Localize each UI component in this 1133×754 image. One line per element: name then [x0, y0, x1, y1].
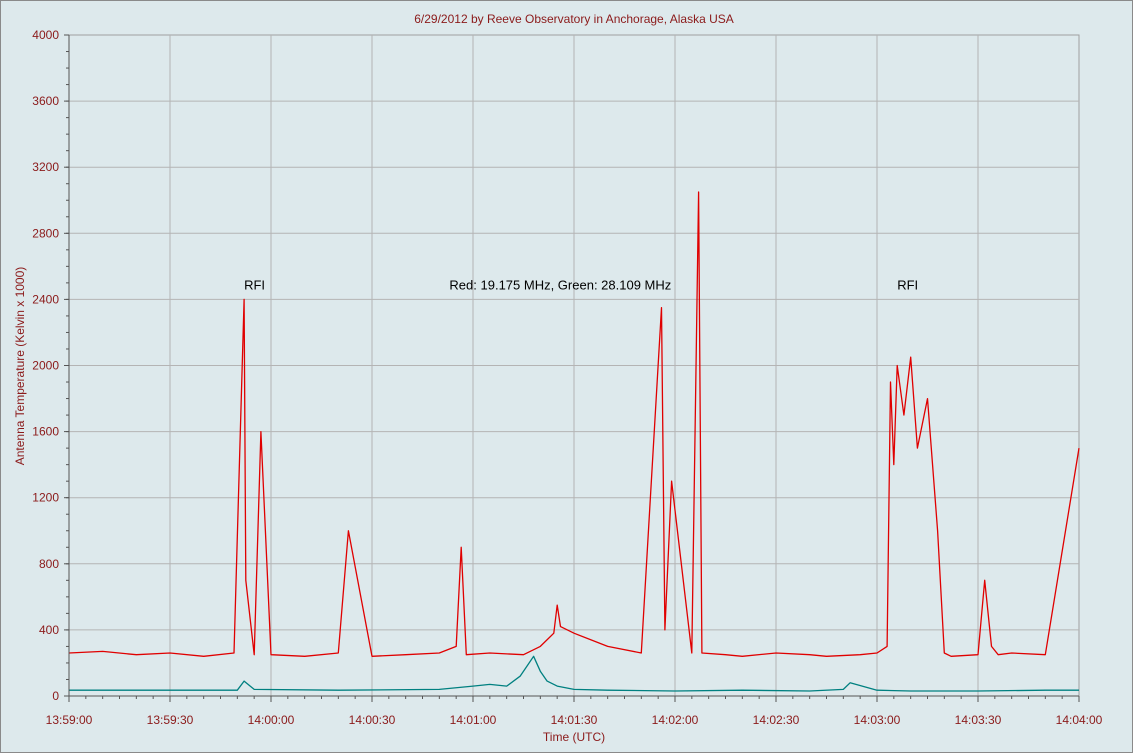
x-tick-label: 14:01:00: [450, 713, 497, 727]
x-axis-title: Time (UTC): [543, 730, 605, 744]
y-tick-label: 0: [52, 689, 59, 703]
y-tick-label: 3200: [32, 160, 59, 174]
annotation-label: Red: 19.175 MHz, Green: 28.109 MHz: [449, 277, 671, 292]
annotation-label: RFI: [897, 277, 918, 292]
y-axis-title: Antenna Temperature (Kelvin x 1000): [13, 267, 27, 466]
series-line-1: [69, 655, 1079, 692]
x-tick-label: 14:00:30: [349, 713, 396, 727]
axes: [64, 34, 1080, 702]
grid-lines: [69, 35, 1079, 696]
series-line-0: [68, 191, 1080, 657]
x-tick-label: 14:02:30: [753, 713, 800, 727]
x-tick-label: 14:01:30: [551, 713, 598, 727]
y-tick-label: 2000: [32, 359, 59, 373]
y-tick-label: 2800: [32, 226, 59, 240]
tick-labels: 0 400 800 1200 1600 2000 2400 2800 3200 3600 4000 1…: [32, 28, 1102, 727]
chart-title: 6/29/2012 by Reeve Observatory in Anchor…: [414, 12, 734, 26]
x-tick-label: 14:03:00: [854, 713, 901, 727]
y-tick-label: 400: [39, 623, 59, 637]
y-tick-label: 2400: [32, 292, 59, 306]
y-tick-label: 800: [39, 557, 59, 571]
x-tick-label: 14:04:00: [1056, 713, 1103, 727]
annotations: RFI Red: 19.175 MHz, Green: 28.109 MHz RFI: [244, 277, 918, 292]
x-tick-label: 13:59:00: [46, 713, 93, 727]
series-layer: [68, 191, 1080, 692]
y-tick-label: 3600: [32, 94, 59, 108]
y-tick-label: 1600: [32, 425, 59, 439]
x-tick-label: 13:59:30: [147, 713, 194, 727]
x-tick-label: 14:02:00: [652, 713, 699, 727]
x-tick-label: 14:00:00: [248, 713, 295, 727]
y-tick-label: 4000: [32, 28, 59, 42]
x-tick-label: 14:03:30: [955, 713, 1002, 727]
y-tick-label: 1200: [32, 491, 59, 505]
annotation-label: RFI: [244, 277, 265, 292]
